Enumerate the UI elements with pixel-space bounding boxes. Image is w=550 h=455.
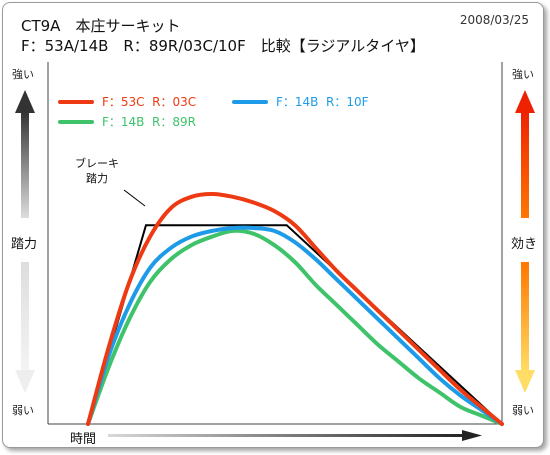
right-arrow-down-head [515,370,535,393]
series-line-green [86,228,504,426]
chart-title: CT9A 本庄サーキット [21,17,181,35]
annotation-line-2: 踏力 [86,172,108,185]
right-arrow-up-shaft [521,112,529,218]
chart-date: 2008/03/25 [459,13,529,27]
chart-card: CT9A 本庄サーキット F：53A/14B R：89R/03C/10F 比較【… [2,2,544,448]
annotation-line-1: ブレーキ [75,157,119,170]
right-axis-top-label: 強い [512,68,534,81]
legend-label-blue: F：14B R：10F [276,95,369,109]
x-axis-label: 時間 [70,432,97,447]
legend-item-blue: F：14B R：10F [232,93,402,109]
right-axis-label: 効き [511,237,538,252]
left-axis-label: 踏力 [11,237,38,252]
left-axis-bottom-label: 弱い [12,404,34,417]
series-layer [86,191,504,426]
right-axis-bottom-label: 弱い [512,404,534,417]
left-axis-top-label: 強い [12,68,34,81]
right-arrow-up-head [515,90,535,113]
time-arrow-shaft [108,434,466,437]
time-arrow-head [462,430,482,441]
legend-swatch-red [58,100,94,104]
legend-item-red: F：53C R：03C [58,93,228,109]
pedal-force-annotation: ブレーキ 踏力 [62,156,132,186]
left-arrow-up-shaft [21,112,29,218]
legend-label-green: F：14B R：89R [102,115,196,129]
left-arrow-up-head [15,90,35,113]
legend-label-red: F：53C R：03C [102,95,197,109]
series-line-blue [86,225,504,426]
legend-swatch-blue [232,100,268,104]
annotation-leader-line [123,189,146,207]
legend-swatch-green [58,120,94,124]
chart-subtitle: F：53A/14B R：89R/03C/10F 比較【ラジアルタイヤ】 [21,37,425,55]
series-line-red [86,191,504,426]
left-arrow-down-shaft [21,262,29,372]
left-arrow-down-head [15,370,35,393]
legend-item-green: F：14B R：89R [58,113,228,129]
right-arrow-down-shaft [521,262,529,372]
